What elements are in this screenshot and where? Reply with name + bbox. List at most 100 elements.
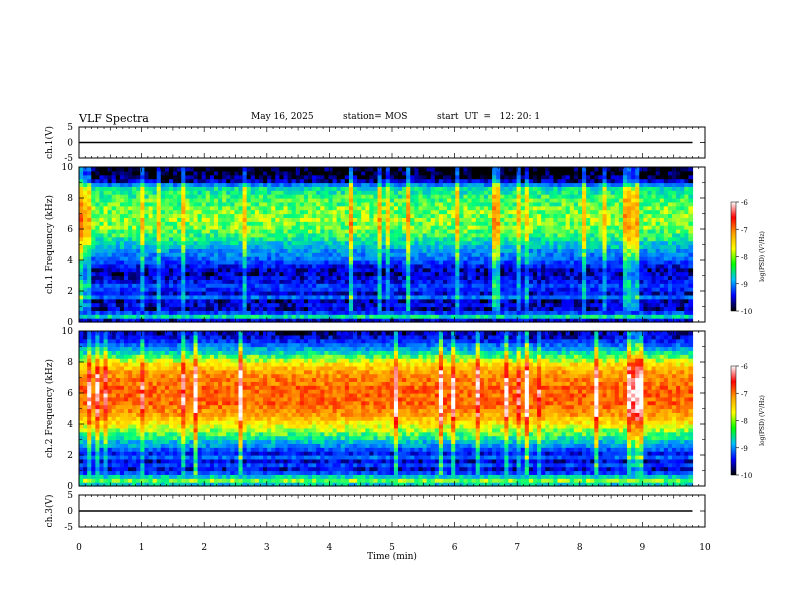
- spectrogram-cell: [385, 267, 391, 273]
- spectrogram-cell: [479, 267, 485, 273]
- spectrogram-cell: [144, 260, 150, 265]
- spectrogram-cell: [324, 213, 330, 218]
- spectrogram-cell: [504, 302, 510, 308]
- spectrogram-cell: [263, 232, 268, 238]
- spectrogram-cell: [242, 178, 248, 184]
- spectrogram-cell: [373, 209, 379, 215]
- spectrogram-cell: [344, 306, 350, 311]
- spectrogram-cell: [410, 263, 415, 269]
- spectrogram-cell: [447, 275, 452, 280]
- spectrogram-cell: [99, 167, 105, 172]
- spectrogram-cell: [537, 291, 542, 296]
- spectrogram-cell: [406, 170, 411, 176]
- spectrogram-cell: [316, 256, 321, 261]
- spectrogram-cell: [324, 298, 330, 304]
- spectrogram-cell: [181, 298, 186, 304]
- spectrogram-cell: [201, 186, 207, 191]
- spectrogram-cell: [357, 201, 362, 207]
- spectrogram-cell: [496, 201, 501, 207]
- spectrogram-cell: [561, 298, 567, 304]
- spectrogram-cell: [508, 170, 514, 176]
- spectrogram-cell: [324, 260, 330, 265]
- spectrogram-cell: [263, 217, 268, 222]
- spectrogram-cell: [128, 267, 133, 273]
- spectrogram-cell: [99, 221, 105, 226]
- spectrogram-cell: [516, 174, 522, 180]
- spectrogram-cell: [156, 298, 162, 304]
- spectrogram-cell: [336, 190, 342, 195]
- spectrogram-cell: [132, 229, 137, 234]
- spectrogram-cell: [91, 205, 96, 211]
- spectrogram-cell: [205, 194, 211, 199]
- spectrogram-cell: [557, 271, 563, 277]
- spectrogram-cell: [242, 194, 248, 199]
- spectrogram-cell: [418, 283, 424, 288]
- spectrogram-cell: [500, 263, 505, 269]
- spectrogram-cell: [303, 271, 309, 277]
- spectrogram-cell: [279, 229, 285, 234]
- spectrogram-cell: [173, 205, 178, 211]
- spectrogram-cell: [438, 240, 444, 246]
- spectrogram-cell: [434, 213, 440, 218]
- spectrogram-cell: [148, 209, 154, 215]
- spectrogram-cell: [115, 209, 121, 215]
- spectrogram-cell: [168, 318, 174, 323]
- spectrogram-cell: [471, 287, 477, 292]
- spectrogram-cell: [500, 170, 505, 176]
- spectrogram-cell: [434, 306, 440, 311]
- spectrogram-cell: [283, 314, 289, 319]
- spectrogram-cell: [213, 252, 219, 257]
- spectrogram-cell: [291, 306, 297, 311]
- spectrogram-cell: [79, 217, 84, 222]
- spectrogram-cell: [422, 256, 428, 261]
- spectrogram-cell: [308, 302, 313, 308]
- spectrogram-cell: [402, 225, 407, 230]
- spectrogram-cell: [156, 205, 162, 211]
- spectrogram-cell: [451, 256, 456, 261]
- spectrogram-cell: [353, 232, 358, 238]
- spectrogram-cell: [459, 302, 465, 308]
- spectrogram-cell: [83, 294, 88, 300]
- spectrogram-cell: [218, 205, 223, 211]
- spectrogram-cell: [115, 279, 121, 284]
- spectrogram-cell: [520, 209, 526, 215]
- spectrogram-cell: [438, 267, 444, 273]
- spectrogram-cell: [561, 201, 567, 207]
- spectrogram-cell: [181, 225, 186, 230]
- spectrogram-cell: [115, 229, 121, 234]
- spectrogram-cell: [103, 240, 109, 246]
- spectrogram-cell: [291, 221, 297, 226]
- spectrogram-cell: [516, 221, 522, 226]
- spectrogram-cell: [279, 209, 285, 215]
- spectrogram-cell: [258, 174, 264, 180]
- spectrogram-cell: [123, 298, 129, 304]
- spectrogram-cell: [99, 213, 105, 218]
- spectrogram-cell: [361, 186, 366, 191]
- spectrogram-cell: [332, 267, 338, 273]
- spectrogram-cell: [189, 182, 195, 187]
- spectrogram-cell: [340, 248, 346, 253]
- spectrogram-cell: [528, 263, 534, 269]
- spectrogram-cell: [381, 298, 387, 304]
- spectrogram-cell: [201, 279, 207, 284]
- spectrogram-cell: [144, 229, 150, 234]
- spectrogram-cell: [332, 310, 338, 315]
- spectrogram-cell: [99, 310, 105, 315]
- spectrogram-cell: [422, 283, 428, 288]
- spectrogram-cell: [479, 190, 485, 195]
- spectrogram-cell: [336, 213, 342, 218]
- spectrogram-cell: [426, 240, 432, 246]
- spectrogram-cell: [512, 178, 518, 184]
- spectrogram-cell: [500, 302, 505, 308]
- spectrogram-cell: [528, 271, 534, 277]
- spectrogram-cell: [545, 291, 550, 296]
- spectrogram-cell: [254, 209, 260, 215]
- spectrogram-cell: [377, 232, 383, 238]
- spectrogram-cell: [263, 186, 268, 191]
- spectrogram-cell: [344, 174, 350, 180]
- spectrogram-cell: [324, 182, 330, 187]
- spectrogram-cell: [373, 318, 379, 323]
- spectrogram-cell: [173, 244, 178, 249]
- spectrogram-cell: [250, 194, 256, 199]
- spectrogram-cell: [275, 190, 280, 195]
